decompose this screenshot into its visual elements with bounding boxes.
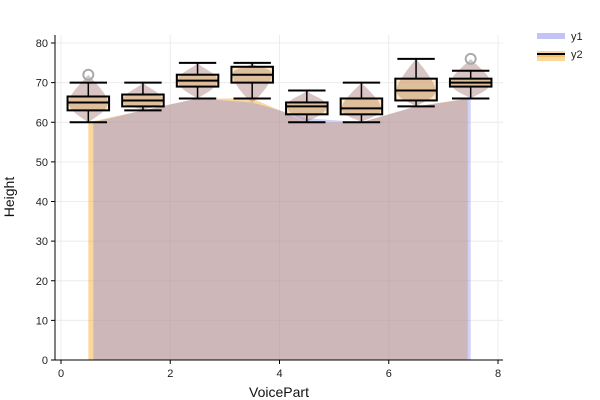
boxplot [285, 89, 329, 124]
boxplots [66, 52, 493, 124]
boxplot [230, 61, 274, 100]
violin-overlay [396, 58, 436, 107]
legend-label: y2 [571, 49, 583, 61]
outlier-point [82, 68, 95, 81]
outlier-point [464, 52, 477, 65]
legend-item: y2 [537, 49, 583, 61]
legend: y1 y2 [537, 31, 583, 61]
boxplot [121, 81, 165, 112]
legend-label: y1 [571, 31, 583, 43]
y-tick-label: 70 [36, 78, 48, 90]
legend-swatch [537, 33, 565, 39]
y-tick-label: 20 [36, 276, 48, 288]
y-tick-label: 0 [42, 355, 48, 367]
x-tick-label: 4 [276, 368, 282, 380]
legend-item: y1 [537, 31, 583, 43]
x-tick-label: 2 [167, 368, 173, 380]
x-axis-title: VoicePart [249, 384, 309, 400]
y-tick-label: 40 [36, 197, 48, 209]
y-tick-label: 30 [36, 236, 48, 248]
legend-swatch-fill [537, 55, 565, 61]
y-tick-label: 60 [36, 117, 48, 129]
boxplot [66, 68, 111, 124]
x-tick-label: 6 [386, 368, 392, 380]
box [285, 101, 329, 116]
boxplot [175, 61, 220, 100]
x-tick-label: 8 [495, 368, 501, 380]
box [339, 97, 384, 116]
boxplot [448, 52, 493, 100]
violin [123, 82, 163, 111]
y-axis-title: Height [1, 177, 17, 218]
violin-overlay [123, 82, 163, 111]
y-tick-label: 50 [36, 157, 48, 169]
area-series [88, 98, 471, 360]
y-tick-label: 10 [36, 315, 48, 327]
violin [341, 82, 382, 123]
violin-overlay [341, 82, 382, 123]
grid [55, 35, 503, 361]
area-y1 [93, 98, 471, 360]
x-tick-label: 0 [58, 368, 64, 380]
y-tick-label: 80 [36, 38, 48, 50]
violin [396, 58, 436, 107]
boxplot [394, 57, 438, 108]
area-y2 [88, 98, 468, 360]
boxplot [339, 81, 384, 124]
axes: 0 10 20 30 40 50 60 70 80 0 2 4 6 8 [36, 35, 503, 380]
